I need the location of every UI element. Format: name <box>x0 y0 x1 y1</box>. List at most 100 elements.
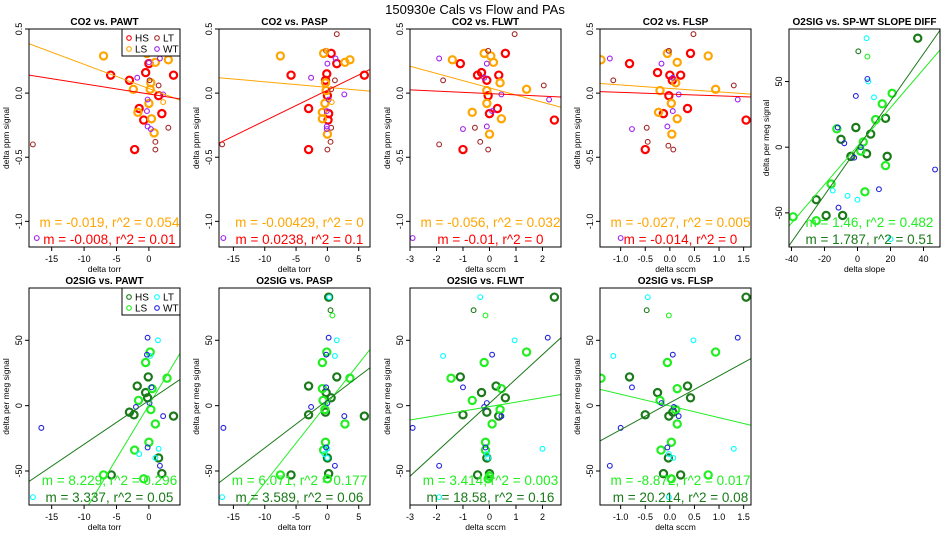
data-point-hs <box>652 67 663 78</box>
data-point-wt <box>156 55 163 62</box>
data-point-ls <box>703 470 713 480</box>
data-point-hs <box>476 387 487 398</box>
x-tick-label: -5 <box>112 254 120 264</box>
plot-frame <box>28 28 181 248</box>
data-point-ls <box>671 78 681 88</box>
panel-title: O2SIG vs. PASP <box>256 276 333 287</box>
data-point-lt <box>331 77 338 84</box>
data-point-ls <box>600 55 606 65</box>
y-tick-label: -50 <box>14 465 24 478</box>
fit-annotation: m = -0.056, r^2 = 0.032 <box>421 215 561 230</box>
data-point-wt <box>144 444 151 451</box>
data-point-hs <box>658 468 669 479</box>
x-tick-label: -2 <box>432 254 440 264</box>
data-point-wt <box>323 384 330 391</box>
data-point-hs <box>303 144 314 155</box>
data-point-ls <box>880 160 891 171</box>
data-point-wt <box>220 235 227 241</box>
data-point-hs <box>157 108 167 119</box>
data-point-lt <box>665 47 672 54</box>
data-point-ls <box>146 404 156 415</box>
y-axis-label: delta per meg signal <box>1 358 11 435</box>
x-tick-label: 0.0 <box>664 254 677 264</box>
data-point-hs <box>157 468 167 479</box>
fit-line-ls <box>246 349 370 505</box>
data-point-hs <box>821 210 831 221</box>
data-point-ls <box>340 419 350 429</box>
data-point-ls <box>447 55 458 65</box>
data-point-hs <box>492 103 503 114</box>
fit-line-ls <box>600 388 751 426</box>
data-point-wt <box>436 462 443 469</box>
data-point-wt <box>145 59 152 66</box>
data-point-ls <box>322 129 333 139</box>
data-point-wt <box>734 96 741 103</box>
data-point-hs <box>359 70 370 80</box>
x-tick-label: -1.0 <box>613 254 629 264</box>
y-tick-label: 0.0 <box>14 87 24 100</box>
data-point-ls <box>811 216 821 226</box>
data-point-hs <box>846 151 856 162</box>
data-point-lt <box>730 82 737 89</box>
data-point-wt <box>325 334 332 341</box>
fit-line-hs <box>789 30 940 246</box>
legend-marker-wt <box>154 46 160 52</box>
x-tick-label: 1.0 <box>713 512 726 522</box>
data-point-wt <box>483 60 490 67</box>
x-tick-label: 1 <box>513 254 518 264</box>
data-point-wt <box>134 74 141 81</box>
data-point-wt <box>658 60 665 67</box>
data-point-ls <box>467 107 477 118</box>
data-point-ls-small <box>329 312 336 319</box>
x-tick-label: 40 <box>918 254 928 264</box>
x-tick-label: -0.5 <box>637 512 653 522</box>
data-point-hs <box>851 122 861 133</box>
x-tick-label: 1.5 <box>737 512 750 522</box>
data-point-wt <box>834 124 841 131</box>
data-point-lt <box>436 141 443 148</box>
y-tick-label: 50 <box>395 335 405 345</box>
data-point-lt <box>485 146 492 153</box>
y-tick-label: -50 <box>204 465 214 478</box>
panel-5: O2SIG vs. SP-WT SLOPE DIFF -40 -20 0 20 40 -50… <box>761 17 941 274</box>
data-point-wt <box>669 74 676 81</box>
panel-title: O2SIG vs. FLWT <box>447 276 524 287</box>
data-point-ls-extra <box>328 99 335 106</box>
data-point-lt <box>665 451 672 457</box>
x-axis-label: delta torr <box>278 522 312 532</box>
data-point-wt <box>143 351 150 358</box>
y-tick-label: -0.5 <box>204 149 214 165</box>
legend-marker-hs <box>126 35 132 41</box>
data-point-hs <box>323 292 334 302</box>
data-point-lt <box>324 146 331 153</box>
data-point-lt <box>327 138 334 145</box>
panel-4: CO2 vs. FLSP -1.0 -0.5 0.0 0.5 1.0 1.5 -1.0 -0.5… <box>572 17 752 274</box>
data-point-ls <box>133 395 144 406</box>
x-tick-label: 0.5 <box>688 512 701 522</box>
y-tick-label: 0.5 <box>395 23 405 36</box>
data-point-hs <box>286 470 296 480</box>
x-tick-label: -15 <box>227 254 240 264</box>
y-tick-label: 0 <box>14 403 24 408</box>
data-point-hs <box>549 292 560 302</box>
data-point-lt <box>436 494 443 501</box>
legend-label: WT <box>163 45 179 56</box>
data-point-lt <box>690 337 697 344</box>
data-point-lt <box>643 124 650 131</box>
y-tick-label: -1.0 <box>204 214 214 230</box>
data-point-ls <box>870 114 881 125</box>
data-point-wt <box>148 384 155 391</box>
x-tick-label: 0 <box>146 254 151 264</box>
data-point-hs <box>472 470 483 480</box>
data-point-wt <box>664 444 671 451</box>
data-point-lt <box>333 337 340 344</box>
data-point-hs <box>658 108 669 119</box>
data-point-ls <box>163 55 174 65</box>
data-point-wt <box>481 74 488 81</box>
data-point-hs <box>675 70 686 80</box>
y-tick-label: 50 <box>774 77 784 87</box>
data-point-wt <box>606 55 613 62</box>
y-tick-label: 0 <box>395 403 405 408</box>
data-point-ls <box>856 146 866 156</box>
